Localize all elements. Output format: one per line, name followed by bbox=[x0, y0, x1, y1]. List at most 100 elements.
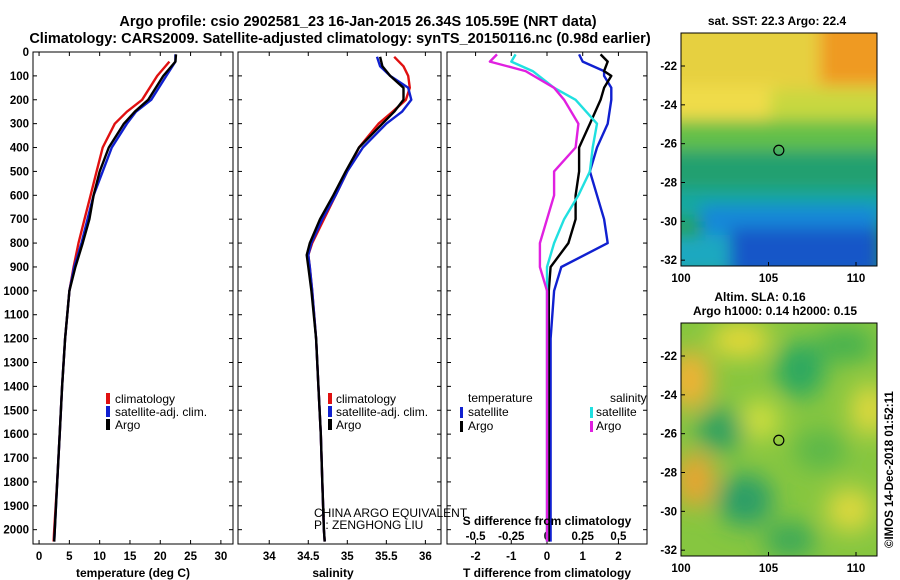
legend-swatch-argo bbox=[106, 419, 110, 430]
x-tick-label: 36 bbox=[419, 551, 432, 563]
series-line-argo bbox=[305, 56, 405, 542]
s-tick-label: -0.5 bbox=[466, 531, 486, 543]
series-line-satellite-adj-clim- bbox=[53, 54, 177, 542]
credit-line2: PI: ZENGHONG LIU bbox=[314, 518, 423, 532]
x-tick-label: 1 bbox=[580, 551, 587, 563]
s-tick-label: 0.25 bbox=[572, 531, 595, 543]
x-tick-label: 34 bbox=[263, 551, 276, 563]
map-x-tick-label: 105 bbox=[759, 273, 779, 285]
depth-tick-label: 900 bbox=[10, 262, 29, 274]
legend-label-s-argo: Argo bbox=[596, 419, 622, 433]
depth-tick-label: 1400 bbox=[3, 381, 29, 393]
s-tick-label: -0.25 bbox=[498, 531, 525, 543]
map-x-tick-label: 100 bbox=[671, 563, 690, 575]
depth-tick-label: 2000 bbox=[3, 525, 29, 537]
legend-label-argo: Argo bbox=[115, 418, 141, 432]
legend-swatch-t-argo bbox=[460, 421, 463, 432]
legend-swatch-t-satellite bbox=[460, 407, 463, 418]
series-line-s-argo bbox=[488, 53, 580, 542]
map-y-tick-label: -32 bbox=[660, 545, 677, 557]
difference-plot: -2 -1 0 1 2-0.5 -0.25 0 0.25 0.5 bbox=[466, 52, 627, 563]
map-y-tick-label: -24 bbox=[660, 390, 677, 402]
legend-swatch-argo bbox=[328, 419, 332, 430]
legend-label-satellite: satellite-adj. clim. bbox=[115, 405, 207, 419]
x-tick-label: 10 bbox=[93, 551, 106, 563]
x-tick-label: 0 bbox=[36, 551, 42, 563]
legend-swatch-satellite bbox=[106, 406, 110, 417]
x-tick-label: -2 bbox=[470, 551, 480, 563]
temperature-legend: climatology satellite-adj. clim. Argo bbox=[106, 392, 207, 432]
depth-tick-label: 0 bbox=[23, 47, 29, 59]
legend-label-satellite: satellite-adj. clim. bbox=[336, 405, 428, 419]
depth-axis: 0 100 200 300 400 500 600 700 800 900 1000 1100 1200… bbox=[3, 47, 647, 537]
depth-tick-label: 1200 bbox=[3, 334, 29, 346]
sst-map-image bbox=[681, 33, 877, 266]
depth-tick-label: 1300 bbox=[3, 357, 29, 369]
salinity-axis-label: salinity bbox=[312, 566, 354, 580]
depth-tick-label: 800 bbox=[10, 238, 29, 250]
series-line-t-argo bbox=[547, 53, 613, 542]
depth-tick-label: 1700 bbox=[3, 453, 29, 465]
legend-label-t-argo: Argo bbox=[468, 419, 494, 433]
difference-legend: temperature salinity satellite Argo sate… bbox=[460, 391, 647, 433]
x-tick-label: -1 bbox=[506, 551, 517, 563]
map-y-tick-label: -22 bbox=[660, 61, 677, 73]
legend-label-climatology: climatology bbox=[115, 392, 175, 406]
sst-map-frame bbox=[680, 32, 878, 267]
series-line-climatology bbox=[307, 55, 411, 542]
series-line-climatology bbox=[52, 60, 171, 542]
series-line-t-satellite bbox=[549, 53, 613, 542]
credit-line1: CHINA ARGO EQUIVALENT bbox=[314, 506, 468, 520]
sst-map-title: sat. SST: 22.3 Argo: 22.4 bbox=[708, 14, 847, 28]
s-difference-axis-label: S difference from climatology bbox=[463, 514, 632, 528]
salinity-legend: climatology satellite-adj. clim. Argo bbox=[328, 392, 428, 432]
legend-label-argo: Argo bbox=[336, 418, 362, 432]
legend-swatch-climatology bbox=[328, 393, 332, 404]
legend-title-salinity: salinity bbox=[610, 391, 647, 405]
x-tick-label: 25 bbox=[184, 551, 197, 563]
map-y-tick-label: -22 bbox=[660, 351, 677, 363]
legend-label-t-satellite: satellite bbox=[468, 405, 509, 419]
sla-map-image bbox=[681, 323, 877, 556]
map-y-tick-label: -26 bbox=[660, 139, 677, 151]
temperature-axis-label: temperature (deg C) bbox=[76, 566, 190, 580]
legend-label-climatology: climatology bbox=[336, 392, 396, 406]
depth-tick-label: 1500 bbox=[3, 405, 29, 417]
sla-argo-location-marker bbox=[773, 434, 785, 446]
imos-stamp: ©IMOS 14-Dec-2018 01:52:11 bbox=[884, 391, 896, 548]
legend-swatch-satellite bbox=[328, 406, 332, 417]
depth-tick-label: 1100 bbox=[4, 310, 29, 322]
series-line-argo bbox=[53, 54, 178, 542]
temperature-plot: 0 5 10 15 20 25 30 bbox=[36, 52, 227, 563]
map-y-tick-label: -26 bbox=[660, 429, 677, 441]
legend-swatch-climatology bbox=[106, 393, 110, 404]
depth-tick-label: 1900 bbox=[3, 501, 29, 513]
salinity-panel-frame bbox=[237, 51, 442, 545]
legend-swatch-s-satellite bbox=[590, 407, 593, 418]
x-tick-label: 2 bbox=[615, 551, 621, 563]
depth-tick-label: 700 bbox=[10, 214, 29, 226]
sst-argo-location-marker bbox=[773, 144, 785, 156]
sst-map-axes: 100 105 110 -22 -24 -26 -28 -30 -32 bbox=[660, 61, 865, 285]
depth-tick-label: 1600 bbox=[3, 429, 29, 441]
depth-tick-label: 200 bbox=[10, 95, 29, 107]
sla-map-title-line2: Argo h1000: 0.14 h2000: 0.15 bbox=[693, 304, 857, 318]
x-tick-label: 30 bbox=[214, 551, 227, 563]
s-tick-label: 0.5 bbox=[610, 531, 627, 543]
map-x-tick-label: 110 bbox=[847, 273, 866, 285]
map-x-tick-label: 105 bbox=[759, 563, 779, 575]
legend-title-temperature: temperature bbox=[468, 391, 533, 405]
depth-tick-label: 500 bbox=[10, 166, 29, 178]
map-y-tick-label: -32 bbox=[660, 255, 677, 267]
depth-tick-label: 100 bbox=[10, 71, 29, 83]
temperature-panel-frame bbox=[32, 51, 234, 545]
legend-label-s-satellite: satellite bbox=[596, 405, 637, 419]
t-difference-axis-label: T difference from climatology bbox=[463, 566, 631, 580]
map-y-tick-label: -28 bbox=[660, 468, 677, 480]
x-tick-label: 0 bbox=[544, 551, 550, 563]
figure-title-line1: Argo profile: csio 2902581_23 16-Jan-201… bbox=[119, 14, 596, 30]
map-y-tick-label: -24 bbox=[660, 100, 677, 112]
x-tick-label: 34.5 bbox=[297, 551, 320, 563]
map-y-tick-label: -28 bbox=[660, 178, 677, 190]
